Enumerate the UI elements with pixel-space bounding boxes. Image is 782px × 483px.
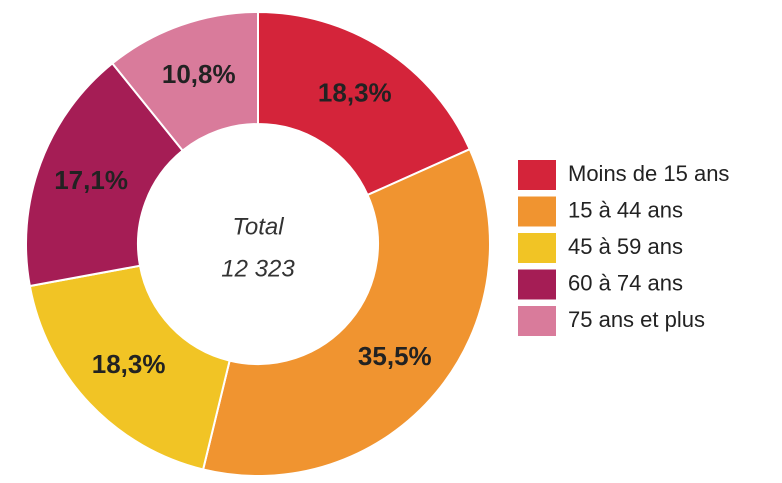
value-label: 18,3%: [318, 77, 392, 107]
donut-segment: [25, 61, 185, 288]
value-label: 18,3%: [92, 349, 166, 379]
center-label: Total: [232, 213, 284, 240]
legend-label: 75 ans et plus: [568, 307, 705, 332]
donut-segment: [110, 10, 259, 152]
legend-swatch: [518, 306, 556, 336]
legend-swatch: [518, 233, 556, 263]
legend-swatch: [518, 196, 556, 227]
donut-segment: [257, 10, 472, 197]
legend-label: Moins de 15 ans: [568, 161, 729, 186]
legend-label: 45 à 59 ans: [568, 234, 683, 259]
value-label: 17,1%: [54, 165, 128, 195]
legend-label: 15 à 44 ans: [568, 197, 683, 222]
donut-segment: [201, 147, 491, 477]
legend-swatch: [518, 160, 556, 190]
legend-label: 60 à 74 ans: [568, 270, 683, 295]
value-label: 35,5%: [358, 341, 432, 371]
donut-segment: [28, 264, 231, 471]
value-label: 10,8%: [162, 59, 236, 89]
center-value: 12 323: [221, 255, 295, 282]
legend-swatch: [518, 269, 556, 300]
